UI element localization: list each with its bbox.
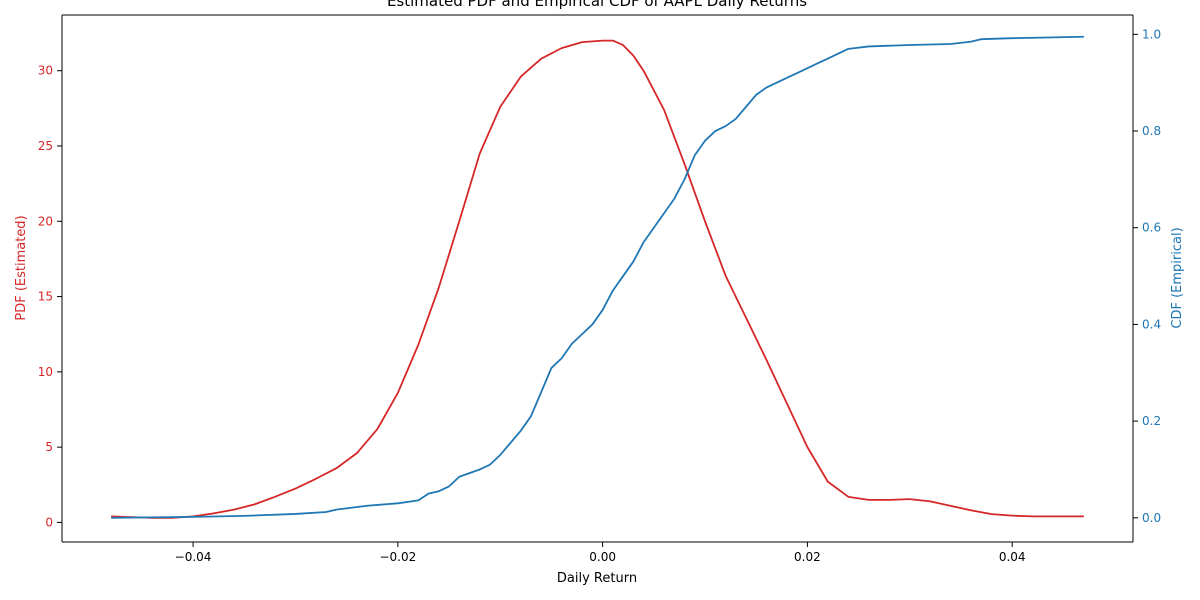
y-right-tick-label: 1.0 [1142, 27, 1161, 41]
y-right-tick-label: 0.0 [1142, 511, 1161, 525]
y-left-tick-label: 0 [45, 515, 53, 529]
y-left-tick-label: 25 [38, 139, 53, 153]
chart-title: Estimated PDF and Empirical CDF of AAPL … [387, 0, 807, 10]
y-right-axis-label: CDF (Empirical) [1170, 227, 1185, 328]
x-tick-label: 0.04 [999, 550, 1026, 564]
y-left-tick-label: 15 [38, 290, 53, 304]
x-tick-label: 0.02 [794, 550, 821, 564]
x-tick-label: −0.02 [379, 550, 416, 564]
x-tick-label: 0.00 [589, 550, 616, 564]
y-right-tick-label: 0.4 [1142, 317, 1161, 331]
y-left-tick-label: 20 [38, 214, 53, 228]
y-right-tick-label: 0.6 [1142, 221, 1161, 235]
pdf-line [111, 39, 1084, 519]
axes: −0.04 −0.02 0.00 0.02 0.04 0 5 10 15 20 25 30 0.0 0.2… [38, 14, 1161, 564]
y-left-tick-label: 5 [45, 440, 53, 454]
x-tick-label: −0.04 [175, 550, 212, 564]
y-left-tick-label: 10 [38, 365, 53, 379]
cdf-line [111, 35, 1084, 519]
y-left-tick-label: 30 [38, 64, 53, 78]
y-right-tick-label: 0.2 [1142, 414, 1161, 428]
plot-area [111, 35, 1084, 519]
x-axis-label: Daily Return [557, 571, 637, 586]
y-left-axis-label: PDF (Estimated) [14, 215, 29, 320]
y-right-tick-label: 0.8 [1142, 124, 1161, 138]
